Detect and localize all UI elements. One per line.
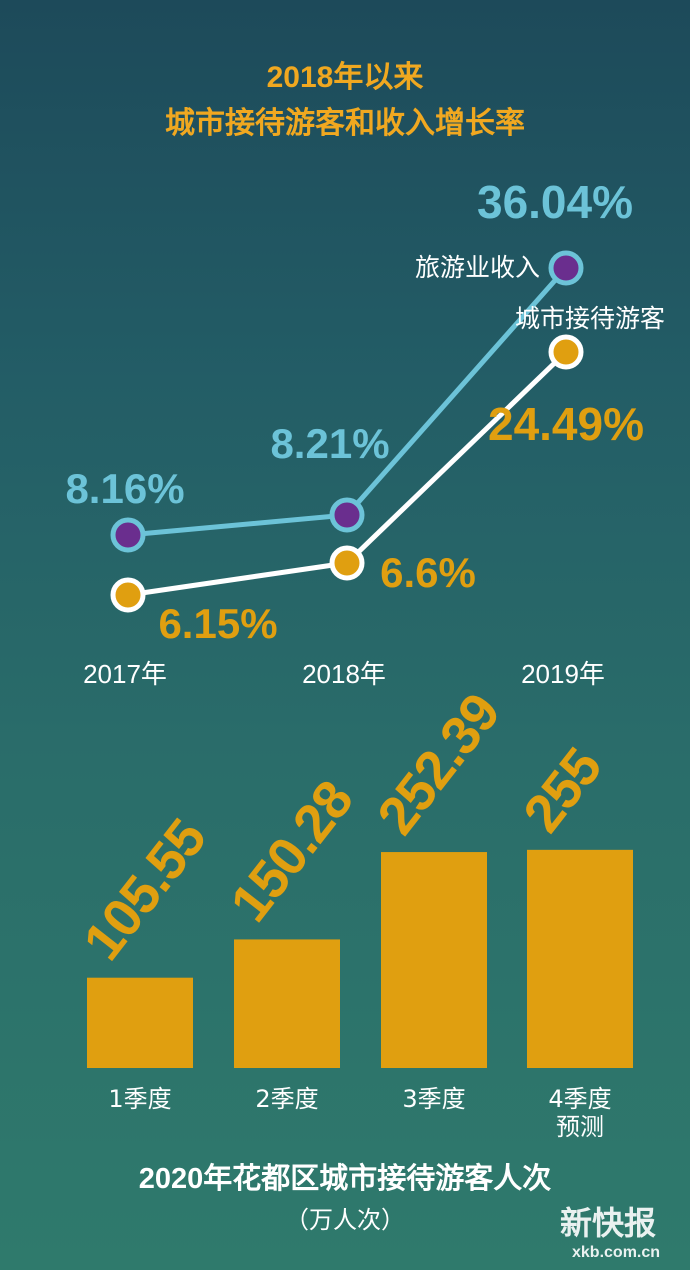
series-0-point-2: [548, 250, 584, 286]
series-0-value-label-0: 8.16%: [65, 465, 184, 512]
x-tick-label-0: 1季度: [108, 1085, 171, 1113]
bar-value-label-1: 150.28: [219, 770, 364, 932]
series-1-point-0: [110, 577, 146, 613]
series-1-value-label-0: 6.15%: [158, 600, 277, 647]
bar-1: [234, 939, 340, 1068]
bar-3: [527, 849, 633, 1068]
bar-value-label-3: 255: [512, 738, 613, 844]
watermark-url: xkb.com.cn: [572, 1244, 661, 1261]
series-1-point-2: [548, 334, 584, 370]
bar-chart-unit: （万人次）: [285, 1207, 405, 1234]
series-0-value-label-2: 36.04%: [477, 176, 633, 228]
x-tick-label-1: 2季度: [255, 1085, 318, 1113]
series-1-point-1: [329, 545, 365, 581]
x-tick-label-3-line-0: 4季度: [548, 1085, 611, 1113]
bar-2: [381, 852, 487, 1068]
x-tick-label-3-line-1: 预测: [556, 1113, 604, 1141]
x-tick-label-0: 2017年: [83, 659, 167, 689]
series-0-point-1: [329, 497, 365, 533]
x-tick-label-2: 3季度: [402, 1085, 465, 1113]
growth-rate-line-chart: 8.16% 8.21% 36.04% 6.15% 6.6% 24.49% 旅游业收入城市接待…: [65, 176, 665, 689]
x-tick-label-1: 2018年: [302, 659, 386, 689]
watermark-brand: 新快报: [560, 1204, 657, 1242]
bar-chart-title: 2020年花都区城市接待游客人次: [138, 1163, 552, 1195]
series-name-label-0: 旅游业收入: [415, 253, 540, 282]
series-0-point-0: [110, 517, 146, 553]
line-chart-title-line1: 2018年以来: [266, 61, 424, 94]
bar-value-label-0: 105.55: [72, 809, 217, 971]
series-0-value-label-1: 8.21%: [270, 420, 389, 467]
series-name-label-1: 城市接待游客: [515, 304, 665, 333]
line-chart-title-line2: 城市接待游客和收入增长率: [165, 107, 525, 140]
x-tick-label-2: 2019年: [521, 659, 605, 689]
series-1-value-label-2: 24.49%: [488, 398, 644, 450]
bar-0: [87, 977, 193, 1068]
series-1-value-label-1: 6.6%: [380, 549, 476, 596]
bar-value-label-2: 252.39: [366, 683, 511, 845]
